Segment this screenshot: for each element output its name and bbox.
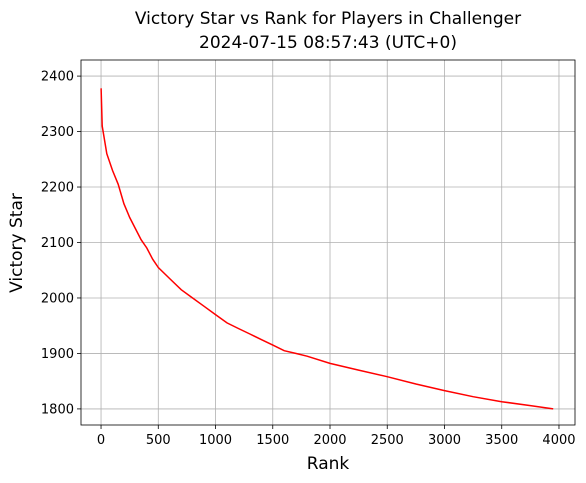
- y-tick-label: 1900: [41, 347, 74, 362]
- y-tick-label: 1800: [41, 402, 74, 417]
- x-tick-label: 3000: [428, 433, 461, 448]
- x-axis-label: Rank: [307, 454, 350, 474]
- plot-frame: [80, 59, 576, 426]
- y-axis-label: Victory Star: [7, 193, 27, 293]
- y-tick-label: 2400: [41, 70, 74, 85]
- chart-subtitle: 2024-07-15 08:57:43 (UTC+0): [199, 33, 457, 53]
- chart-title: Victory Star vs Rank for Players in Chal…: [135, 9, 521, 29]
- x-tick-label: 2500: [371, 433, 404, 448]
- x-tick-label: 0: [97, 433, 105, 448]
- y-tick-label: 2100: [41, 236, 74, 251]
- data-line: [100, 88, 554, 410]
- y-tick-label: 2200: [41, 181, 74, 196]
- x-tick-label: 4000: [542, 433, 575, 448]
- x-tick-label: 500: [146, 433, 171, 448]
- y-tick-label: 2300: [41, 125, 74, 140]
- x-tick-label: 1500: [256, 433, 289, 448]
- x-tick-label: 1000: [199, 433, 232, 448]
- x-tick-label: 3500: [485, 433, 518, 448]
- y-tick-label: 2000: [41, 291, 74, 306]
- x-tick-label: 2000: [313, 433, 346, 448]
